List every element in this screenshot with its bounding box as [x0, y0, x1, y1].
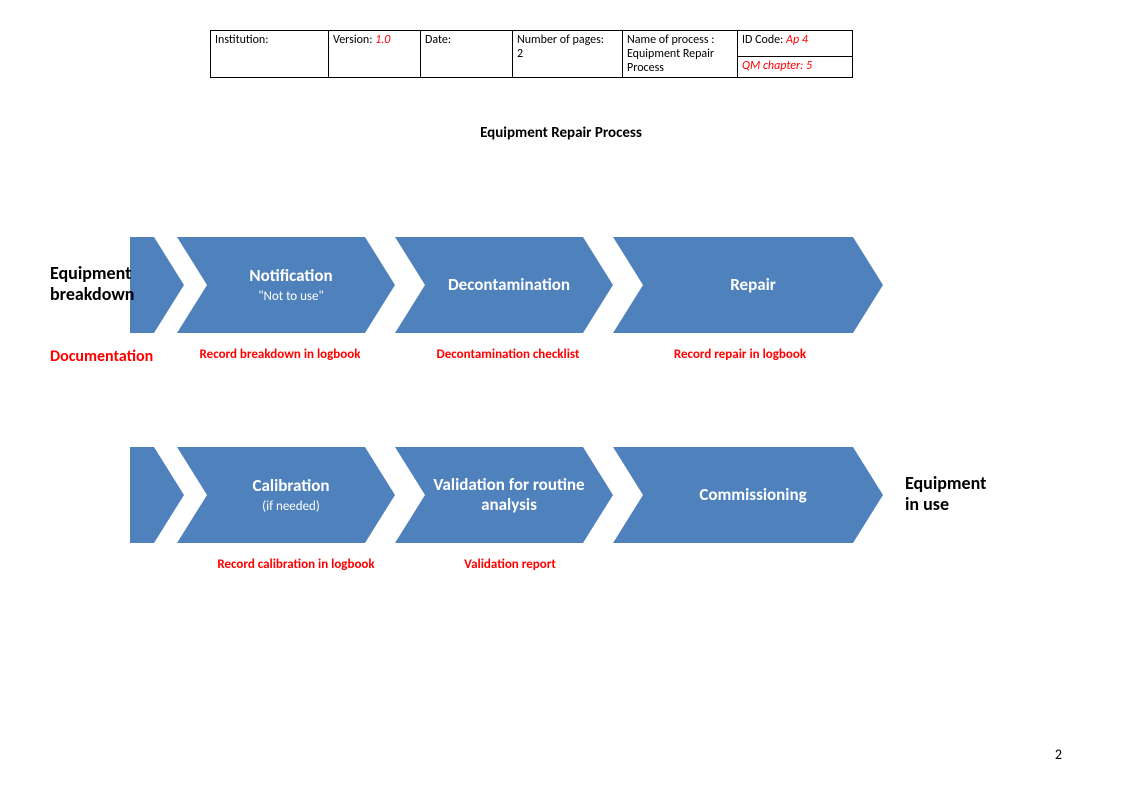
documentation-text: Validation report: [430, 557, 590, 572]
process-step: Repair: [613, 237, 883, 333]
documentation-label: Documentation: [50, 347, 153, 366]
process-step: Validation for routine analysis: [395, 447, 613, 543]
documentation-text: Record calibration in logbook: [196, 557, 396, 572]
page-number: 2: [1055, 746, 1062, 763]
documentation-text: Record repair in logbook: [640, 347, 840, 362]
header-table: Institution: Version: 1.0 Date: Number o…: [210, 30, 853, 78]
end-label: Equipmentin use: [905, 473, 1025, 514]
start-label: Equipmentbreakdown: [50, 263, 160, 304]
leading-tail: [130, 447, 184, 543]
hdr-id-qm: ID Code: Ap 4 QM chapter: 5: [738, 31, 853, 78]
process-step: Calibration(if needed): [177, 447, 395, 543]
hdr-process: Name of process :Equipment Repair Proces…: [623, 31, 738, 78]
process-step: Commissioning: [613, 447, 883, 543]
hdr-date: Date:: [421, 31, 513, 78]
process-step: Decontamination: [395, 237, 613, 333]
hdr-version: Version: 1.0: [329, 31, 421, 78]
hdr-institution: Institution:: [211, 31, 329, 78]
hdr-pages: Number of pages:2: [513, 31, 623, 78]
documentation-text: Decontamination checklist: [408, 347, 608, 362]
page-title: Equipment Repair Process: [0, 124, 1122, 142]
process-step: Notification"Not to use": [177, 237, 395, 333]
documentation-text: Record breakdown in logbook: [180, 347, 380, 362]
